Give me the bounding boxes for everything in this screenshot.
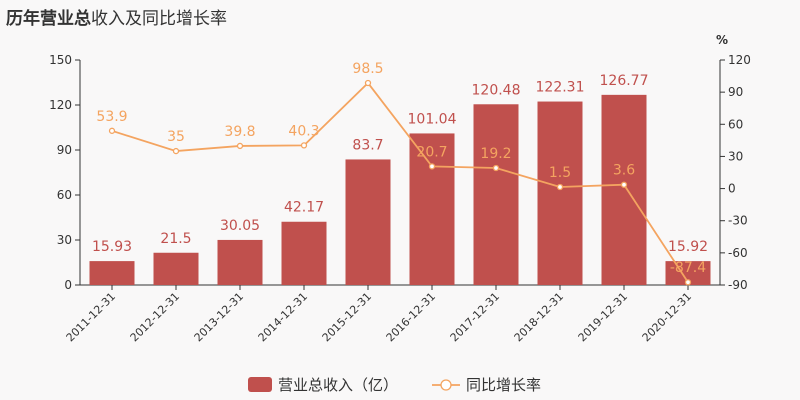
revenue-bar — [537, 101, 583, 285]
x-tick-label: 2020-12-31 — [640, 290, 694, 344]
x-tick-label: 2019-12-31 — [576, 290, 630, 344]
growth-line — [111, 81, 689, 283]
growth-point-label: 3.6 — [613, 163, 635, 179]
x-tick-label: 2016-12-31 — [384, 290, 438, 344]
growth-point-label: 20.7 — [416, 144, 447, 160]
growth-point-label: 35 — [167, 129, 185, 145]
revenue-bar-label: 15.92 — [668, 239, 708, 255]
revenue-bar — [217, 239, 263, 285]
right-tick-label: -90 — [728, 278, 748, 292]
revenue-bar — [89, 261, 135, 285]
revenue-bar — [153, 252, 199, 285]
revenue-bar-label: 83.7 — [352, 137, 383, 153]
right-tick-label: -30 — [728, 214, 748, 228]
right-tick-label: 30 — [728, 149, 743, 163]
growth-point-label: -87.4 — [670, 260, 706, 276]
legend-swatch-revenue — [248, 377, 272, 392]
x-tick-label: 2013-12-31 — [192, 290, 246, 344]
revenue-bar — [665, 261, 711, 285]
growth-point — [300, 142, 308, 149]
left-tick-label: 60 — [57, 188, 72, 202]
revenue-bar — [601, 94, 647, 285]
x-tick-label: 2015-12-31 — [320, 290, 374, 344]
right-tick-label: 120 — [728, 53, 751, 67]
growth-point-label: 1.5 — [549, 165, 571, 181]
left-tick-label: 120 — [49, 98, 72, 112]
revenue-bar — [409, 133, 455, 285]
chart-title-bold: 历年营业总 — [6, 9, 91, 29]
chart-title-rest: 收入及同比增长率 — [91, 9, 227, 29]
chart-title: 历年营业总收入及同比增长率 — [6, 4, 227, 29]
left-tick-label: 150 — [49, 53, 72, 67]
revenue-bar-label: 126.77 — [600, 73, 649, 89]
growth-point — [492, 164, 500, 172]
revenue-bar — [345, 159, 391, 285]
revenue-bar — [473, 104, 519, 285]
growth-point-label: 39.8 — [224, 124, 255, 140]
x-tick-label: 2018-12-31 — [512, 290, 566, 344]
growth-point — [428, 163, 436, 170]
revenue-bar-label: 101.04 — [408, 111, 457, 127]
left-tick-label: 0 — [64, 278, 72, 292]
growth-point — [556, 183, 564, 191]
right-tick-label: -60 — [728, 246, 748, 260]
right-tick-label: 90 — [728, 85, 743, 99]
revenue-bar-label: 21.5 — [160, 231, 191, 247]
revenue-bar-label: 30.05 — [220, 218, 260, 234]
right-axis-unit: % — [716, 33, 728, 47]
growth-point — [364, 79, 372, 87]
x-tick-label: 2012-12-31 — [128, 290, 182, 344]
right-tick-label: 0 — [728, 182, 736, 196]
legend-label-revenue: 营业总收入（亿） — [278, 376, 398, 394]
growth-point-label: 40.3 — [288, 123, 319, 139]
x-tick-label: 2011-12-31 — [64, 290, 118, 344]
growth-point — [236, 142, 244, 150]
revenue-bar — [281, 221, 327, 285]
x-tick-label: 2014-12-31 — [256, 290, 310, 344]
growth-point — [684, 279, 692, 286]
growth-point-label: 19.2 — [480, 146, 511, 162]
left-tick-label: 90 — [57, 143, 72, 157]
growth-point — [108, 127, 116, 134]
growth-point-label: 53.9 — [96, 109, 127, 125]
revenue-bar-label: 122.31 — [536, 80, 585, 96]
x-tick-label: 2017-12-31 — [448, 290, 502, 344]
growth-point — [620, 181, 628, 188]
revenue-bar-label: 42.17 — [284, 200, 324, 216]
growth-point — [172, 147, 180, 155]
right-tick-label: 60 — [728, 117, 743, 131]
growth-point-label: 98.5 — [352, 61, 383, 77]
revenue-bar-label: 120.48 — [472, 82, 521, 98]
revenue-bar-label: 15.93 — [92, 239, 132, 255]
left-tick-label: 30 — [57, 233, 72, 247]
legend-swatch-growth-marker — [440, 379, 452, 391]
legend-label-growth: 同比增长率 — [466, 376, 541, 394]
